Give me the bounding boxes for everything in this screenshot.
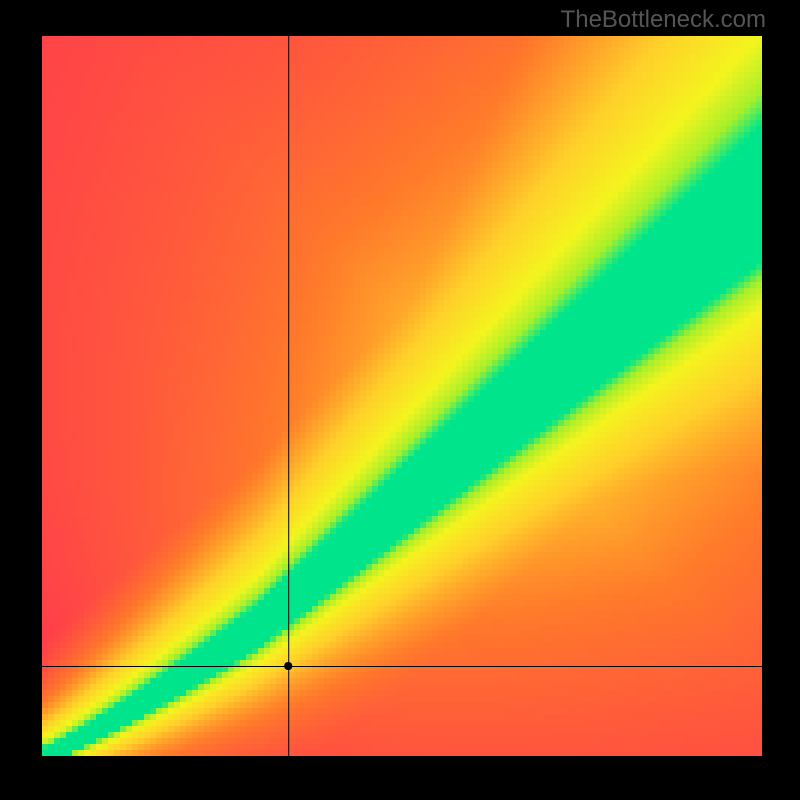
chart-container: TheBottleneck.com [0, 0, 800, 800]
bottleneck-heatmap [42, 36, 762, 756]
watermark-text: TheBottleneck.com [561, 6, 766, 34]
